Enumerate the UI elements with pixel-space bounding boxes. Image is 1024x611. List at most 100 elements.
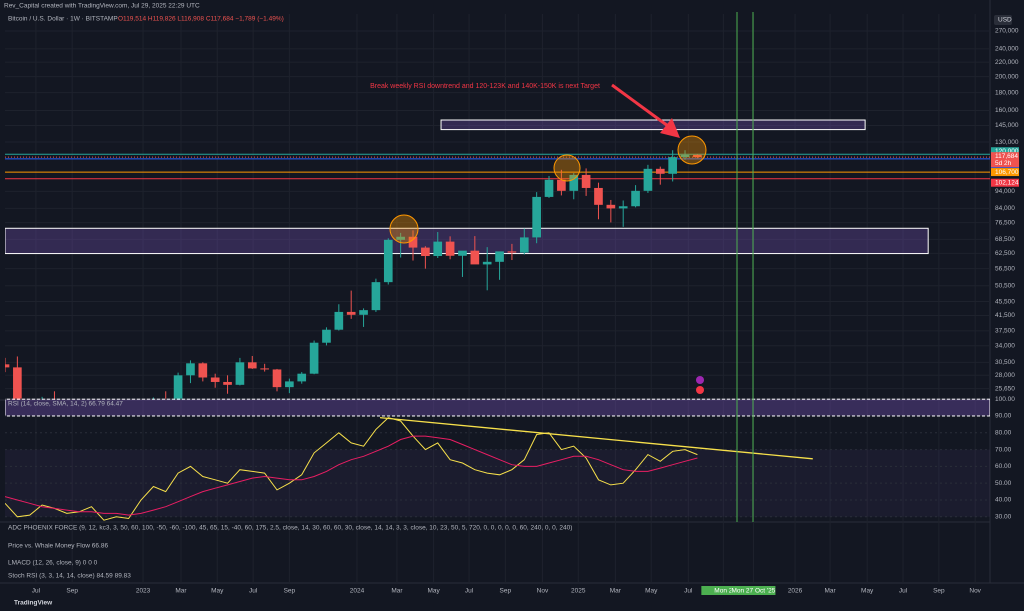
brand: TradingView: [14, 600, 53, 607]
indicator-label: LMACD (12, 26, close, 9) 0 0 0: [8, 560, 98, 567]
currency-box: [994, 15, 1012, 25]
candle-body: [421, 247, 430, 257]
candle-body: [581, 174, 591, 188]
x-tick-label: 2025: [571, 588, 586, 595]
candle-body: [693, 154, 702, 158]
candle-body: [210, 377, 220, 382]
candle-body: [433, 241, 443, 257]
zone: [440, 119, 866, 131]
x-tick-label: Nov: [969, 588, 981, 595]
y-tick-label: 180,000: [995, 89, 1019, 96]
x-tick-label: Jul: [249, 588, 258, 595]
attribution: Rev_Capital created with TradingView.com…: [4, 3, 200, 10]
level-label-box: [991, 178, 1019, 187]
x-tick-label: Mar: [391, 588, 403, 595]
y-tick-label: 94,000: [995, 188, 1015, 195]
x-tick-label: Sep: [933, 588, 945, 595]
y-tick-label: 62,500: [995, 250, 1015, 257]
arrow: [611, 83, 669, 128]
x-tick-highlight: [701, 586, 746, 595]
annotation: Break weekly RSI downtrend and 120-123K …: [370, 83, 600, 90]
y-tick-label: 130,000: [995, 139, 1019, 146]
candle-body: [594, 187, 603, 205]
candle-body: [458, 250, 467, 256]
candle-body: [13, 367, 22, 400]
x-tick-label: 2024: [350, 588, 365, 595]
rsi-band: [5, 449, 990, 517]
candle-body: [519, 237, 529, 253]
price-label: 117,684: [995, 153, 1018, 160]
candle-body: [618, 206, 628, 209]
grid: [5, 14, 990, 583]
candle-body: [668, 157, 677, 174]
x-tick-label: May: [645, 588, 658, 595]
candle-body: [247, 362, 257, 369]
x-tick-label: Sep: [284, 588, 296, 595]
x-tick-label: Nov: [537, 588, 549, 595]
zone: [5, 227, 929, 255]
x-tick-label: Jul: [32, 588, 41, 595]
y-tick-label: 30,500: [995, 359, 1015, 366]
x-tick-label: Sep: [500, 588, 512, 595]
y-tick-label: 41,500: [995, 312, 1015, 319]
candle-body: [470, 250, 480, 265]
rsi-line: [5, 435, 698, 516]
candle-body: [606, 204, 616, 209]
y-tick-label: 270,000: [995, 28, 1019, 35]
candle-body: [260, 368, 269, 370]
candles: [5, 150, 702, 400]
y-tick-label: 200,000: [995, 73, 1019, 80]
indicator-label: Price vs. Whale Money Flow 66.86: [8, 543, 108, 550]
candle-body: [408, 236, 418, 248]
candle-body: [482, 261, 492, 265]
y-tick-label: 80.00: [995, 429, 1012, 436]
candle-body: [445, 241, 455, 256]
candle-body: [544, 179, 554, 197]
trendline: [379, 417, 813, 460]
candle-body: [334, 311, 344, 330]
currency: USD: [998, 17, 1012, 24]
y-tick-label: 240,000: [995, 46, 1019, 53]
candle-body: [186, 363, 195, 376]
candle-body: [371, 282, 381, 311]
y-tick-label: 90.00: [995, 413, 1012, 420]
y-tick-label: 34,000: [995, 343, 1015, 350]
rsi-zone: [5, 398, 990, 417]
rsi-title: RSI (14, close, SMA, 14, 2) 66.79 64.47: [8, 401, 123, 408]
x-tick-label: Mon 2: [714, 588, 732, 595]
candle-body: [495, 251, 504, 262]
highlight-circle: [553, 154, 581, 182]
x-tick-label: 2023: [136, 588, 151, 595]
y-tick-label: 45,500: [995, 298, 1015, 305]
highlight-circle: [677, 135, 707, 165]
candle-body: [383, 239, 393, 283]
y-tick-label: 76,500: [995, 219, 1015, 226]
x-tick-highlight: [731, 586, 776, 595]
candle-body: [297, 373, 307, 382]
x-tick-label: Sep: [66, 588, 78, 595]
candle-body: [655, 168, 665, 174]
level-label-box: [991, 168, 1019, 177]
x-tick-label: Mar: [610, 588, 622, 595]
candle-body: [557, 179, 566, 191]
x-tick-label: Mar: [824, 588, 836, 595]
zones: [5, 119, 990, 255]
countdown: 5d 2h: [995, 160, 1012, 167]
arrow-head: [660, 118, 680, 138]
indicator-label: Stoch RSI (3, 3, 14, 14, close) 84.59 89…: [8, 573, 131, 580]
y-tick-label: 100.00: [995, 396, 1015, 403]
candle-body: [396, 236, 405, 240]
x-tick-label: Jul: [465, 588, 474, 595]
y-tick-label: 160,000: [995, 107, 1019, 114]
y-tick-label: 145,000: [995, 122, 1019, 129]
y-tick-label: 40.00: [995, 497, 1012, 504]
x-tick-label: Mon 27 Oct '25: [731, 588, 775, 595]
x-tick-label: 2026: [788, 588, 803, 595]
candle-body: [235, 362, 245, 385]
candle-body: [569, 174, 579, 191]
y-tick-label: 68,500: [995, 236, 1015, 243]
y-tick-label: 220,000: [995, 59, 1019, 66]
y-tick-label: 60.00: [995, 463, 1012, 470]
